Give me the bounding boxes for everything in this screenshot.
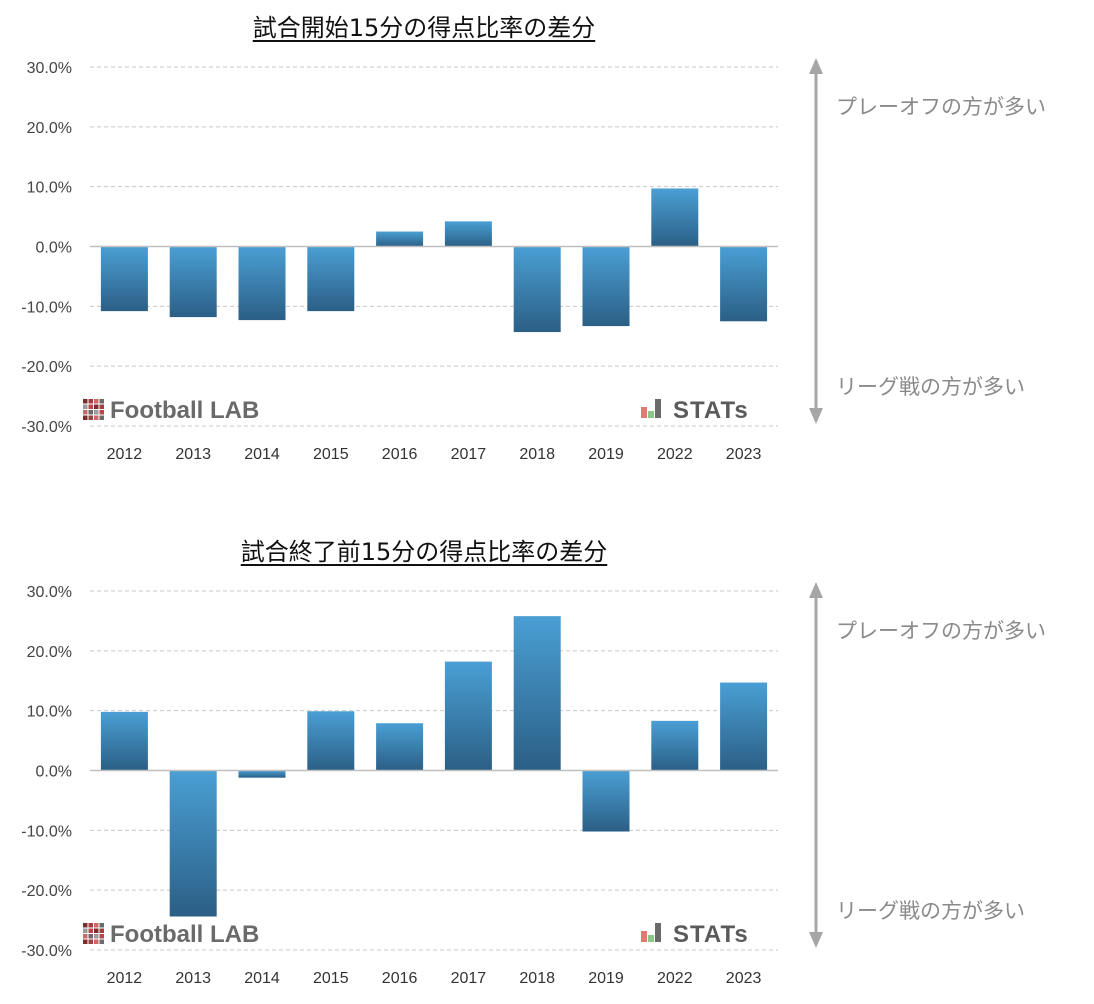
x-tick-label: 2012 (107, 446, 143, 463)
y-tick-label: -10.0% (21, 823, 72, 840)
bar-2012 (100, 711, 148, 771)
svg-text:STATs: STATs (673, 397, 749, 424)
bar-2018 (513, 616, 561, 771)
y-tick-label: -20.0% (21, 359, 72, 376)
x-tick-label: 2017 (451, 446, 487, 463)
arrow-down-icon (809, 932, 823, 948)
bar-2013 (169, 770, 217, 917)
x-tick-label: 2018 (519, 446, 555, 463)
x-tick-label: 2019 (588, 970, 624, 987)
stats-logo: STATs (641, 397, 749, 424)
y-tick-label: 30.0% (27, 584, 72, 601)
chart-svg: 30.0% 20.0% 10.0% 0.0% -10.0% -20.0% -30.0% 201… (21, 582, 1046, 987)
y-tick-label: 20.0% (27, 120, 72, 137)
bar-2017 (444, 661, 492, 771)
x-tick-label: 2015 (313, 970, 349, 987)
x-tick-label: 2017 (451, 970, 487, 987)
bar-2016 (376, 231, 424, 247)
bar-2019 (582, 770, 630, 832)
bar-2018 (513, 246, 561, 333)
chart-panel-1: 試合開始15分の得点比率の差分 30.0% 20.0% 10.0% 0.0% -10.0… (0, 0, 1094, 480)
x-tick-label: 2023 (726, 446, 762, 463)
bar-2023 (720, 682, 768, 771)
x-tick-label: 2014 (244, 970, 280, 987)
y-tick-label: -30.0% (21, 419, 72, 436)
arrow-down-icon (809, 408, 823, 424)
bar-2023 (720, 246, 768, 322)
chart-svg: 30.0% 20.0% 10.0% 0.0% -10.0% -20.0% -30.0% 201… (21, 58, 1046, 463)
x-tick-label: 2016 (382, 970, 418, 987)
bar-2019 (582, 246, 630, 327)
side-label-top: プレーオフの方が多い (836, 95, 1046, 119)
chart-title: 試合開始15分の得点比率の差分 (252, 14, 596, 42)
bar-2012 (100, 246, 148, 312)
x-tick-label: 2014 (244, 446, 280, 463)
svg-text:Football LAB: Football LAB (110, 921, 259, 948)
x-tick-label: 2015 (313, 446, 349, 463)
bar-2014 (238, 246, 286, 321)
side-label-bottom: リーグ戦の方が多い (836, 375, 1025, 399)
x-tick-label: 2013 (175, 970, 211, 987)
bar-2022 (651, 188, 699, 247)
bar-2014 (238, 770, 286, 778)
x-tick-label: 2019 (588, 446, 624, 463)
y-tick-label: 20.0% (27, 644, 72, 661)
x-tick-label: 2012 (107, 970, 143, 987)
x-tick-label: 2022 (657, 970, 693, 987)
stats-logo: STATs (641, 921, 749, 948)
svg-text:Football LAB: Football LAB (110, 397, 259, 424)
chart-panel-2: 試合終了前15分の得点比率の差分 30.0% 20.0% 10.0% 0.0% -10.… (0, 524, 1094, 1004)
x-tick-label: 2022 (657, 446, 693, 463)
side-label-bottom: リーグ戦の方が多い (836, 899, 1025, 923)
x-tick-label: 2013 (175, 446, 211, 463)
bar-2016 (376, 723, 424, 771)
x-tick-label: 2016 (382, 446, 418, 463)
side-label-top: プレーオフの方が多い (836, 619, 1046, 643)
bar-2017 (444, 221, 492, 247)
arrow-up-icon (809, 58, 823, 74)
football-lab-logo: Football LAB (83, 397, 259, 424)
bar-2015 (307, 711, 355, 771)
y-tick-label: -10.0% (21, 299, 72, 316)
football-lab-logo: Football LAB (83, 921, 259, 948)
arrow-up-icon (809, 582, 823, 598)
y-tick-label: 10.0% (27, 180, 72, 197)
y-tick-label: 0.0% (36, 764, 72, 781)
x-tick-label: 2023 (726, 970, 762, 987)
bar-2022 (651, 720, 699, 771)
bar-2015 (307, 246, 355, 312)
bar-2013 (169, 246, 217, 318)
x-tick-label: 2018 (519, 970, 555, 987)
y-tick-label: -30.0% (21, 943, 72, 960)
y-tick-label: -20.0% (21, 883, 72, 900)
svg-text:STATs: STATs (673, 921, 749, 948)
y-tick-label: 10.0% (27, 704, 72, 721)
y-tick-label: 30.0% (27, 60, 72, 77)
chart-title: 試合終了前15分の得点比率の差分 (240, 538, 608, 566)
y-tick-label: 0.0% (36, 240, 72, 257)
